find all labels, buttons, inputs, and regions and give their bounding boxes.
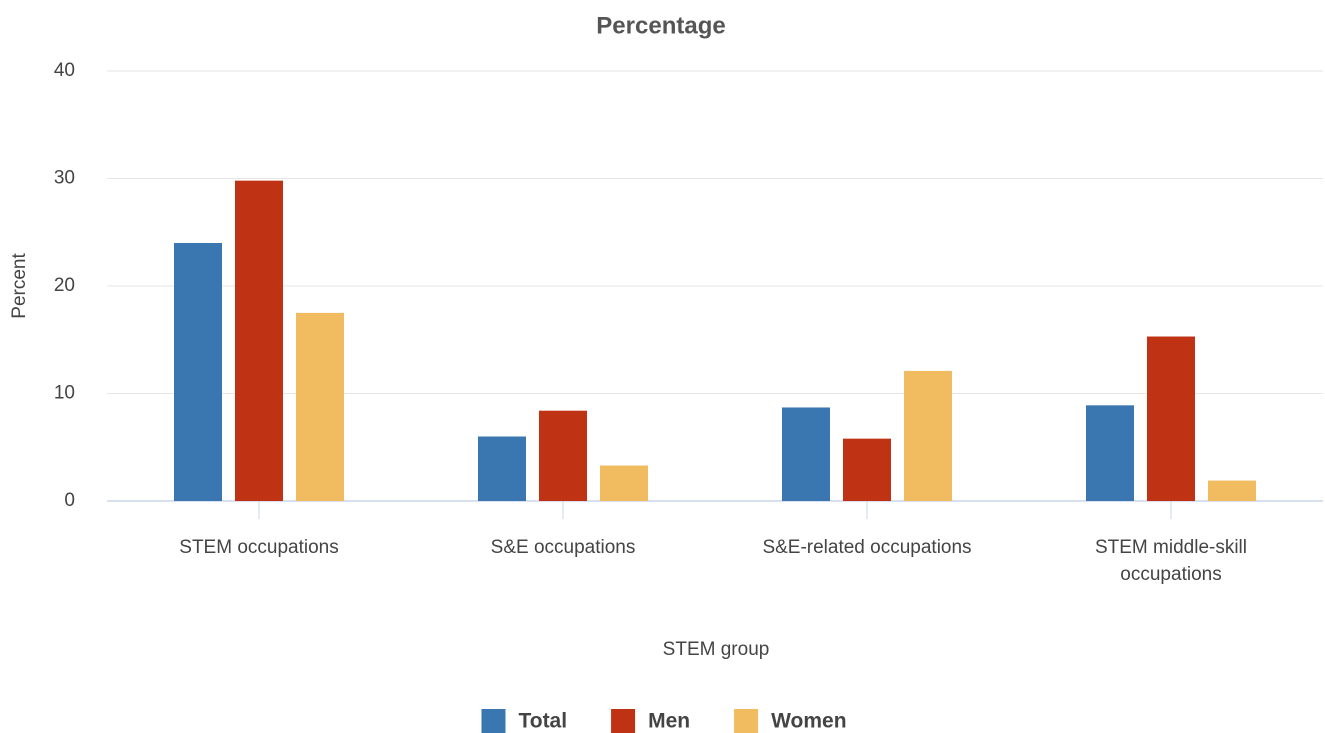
bar <box>782 407 830 501</box>
x-tick-label: S&E-related occupations <box>762 537 971 558</box>
bar <box>539 410 587 501</box>
legend-label: Women <box>771 710 846 733</box>
y-axis-label: Percent <box>9 253 30 319</box>
legend-swatch <box>611 709 636 733</box>
bar <box>478 436 526 501</box>
bar <box>235 180 283 501</box>
x-tick-label: STEM occupations <box>179 537 338 558</box>
bar <box>1147 336 1195 501</box>
bar <box>904 370 952 501</box>
y-tick-label: 40 <box>54 60 75 81</box>
x-tick-label: STEM middle-skill occupations <box>1095 537 1247 585</box>
legend-swatch <box>481 709 506 733</box>
y-tick-label: 10 <box>54 383 75 404</box>
x-tick-label: S&E occupations <box>491 537 636 558</box>
chart-title: Percentage <box>596 12 725 39</box>
y-tick-label: 20 <box>54 275 75 296</box>
legend-swatch <box>734 709 759 733</box>
bar <box>296 312 344 501</box>
y-tick-label: 0 <box>64 490 75 511</box>
bar <box>174 243 222 501</box>
bar <box>600 465 648 501</box>
bar <box>1208 480 1256 501</box>
bar <box>1086 405 1134 501</box>
legend: Total Men Women <box>481 709 847 733</box>
x-axis-label: STEM group <box>663 639 770 660</box>
legend-label: Men <box>648 710 690 733</box>
bar <box>843 438 891 501</box>
y-tick-label: 30 <box>54 168 75 189</box>
legend-label: Total <box>518 710 567 733</box>
